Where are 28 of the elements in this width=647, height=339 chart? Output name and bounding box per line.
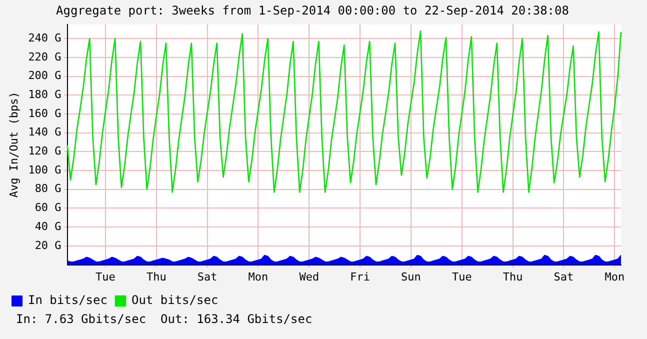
y-tick-label: 60 G	[34, 201, 62, 214]
x-tick-label: Wed	[299, 270, 320, 284]
x-tick-label: Fri	[350, 270, 370, 284]
y-tick-label: 120 G	[28, 144, 62, 158]
x-tick-label: Sun	[401, 270, 421, 284]
y-axis-title: Avg In/Out (bps)	[7, 92, 20, 198]
y-tick-label: 80 G	[34, 182, 62, 196]
text: In: 7.63 Gbits/sec Out: 163.34 Gbits/sec	[16, 312, 312, 326]
chart-title: Aggregate port: 3weeks from 1-Sep-2014 00:00:00 to 22-Sep-2014 20:38:08	[56, 3, 569, 18]
x-tick-label: Thu	[146, 270, 166, 284]
legend-label: Out bits/sec	[131, 293, 218, 308]
y-tick-label: 220 G	[28, 50, 62, 64]
y-tick-label: 200 G	[28, 69, 62, 82]
x-tick-label: Sat	[554, 270, 574, 284]
x-tick-label: Mon	[248, 270, 268, 284]
x-tick-label: Thu	[502, 270, 523, 284]
legend-label: In bits/sec	[28, 293, 108, 308]
x-tick-label: Sat	[197, 270, 218, 284]
y-tick-label: 100 G	[28, 163, 62, 176]
y-tick-label: 180 G	[28, 88, 62, 101]
y-tick-label: 160 G	[28, 106, 62, 120]
y-tick-label: 40 G	[34, 220, 62, 233]
x-tick-label: Tue	[96, 270, 116, 284]
y-tick-label: 20 G	[34, 238, 62, 252]
x-tick-label: Mon	[604, 270, 625, 284]
x-tick-label: Tue	[452, 270, 472, 284]
y-tick-label: 240 G	[28, 31, 62, 44]
y-tick-label: 140 G	[28, 126, 62, 139]
